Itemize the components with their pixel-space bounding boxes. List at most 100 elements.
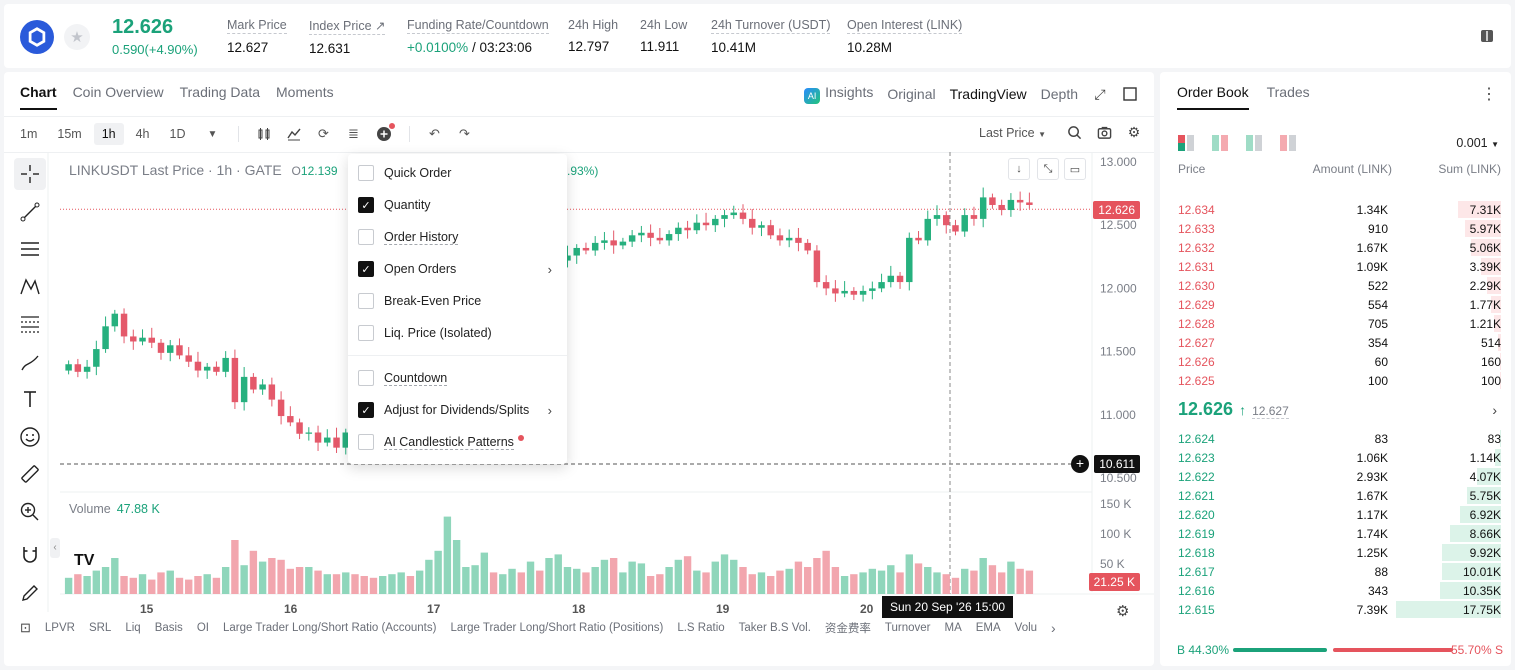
parallel-lines-tool-icon[interactable] [14,233,46,265]
more-vertical-icon[interactable]: ⋮ [1481,86,1497,103]
indicator-tab[interactable]: EMA [975,622,1001,634]
checkbox-checked-icon[interactable]: ✓ [358,402,374,418]
camera-icon[interactable] [1096,124,1112,140]
bid-row[interactable]: 12.615 7.39K 17.75K [1160,600,1511,619]
ask-row[interactable]: 12.627 354 514 [1160,333,1511,352]
indicator-tab[interactable]: Volu [1014,622,1038,634]
indicator-tab[interactable]: LPVR [44,622,75,634]
add-circle-icon[interactable] [375,123,395,143]
pencil-lock-tool-icon[interactable] [14,577,46,609]
both-sides-view-icon[interactable] [1178,135,1194,151]
pattern-tool-icon[interactable] [14,271,46,303]
checkbox-icon[interactable] [358,165,374,181]
brush-tool-icon[interactable] [14,346,46,378]
indicator-tab[interactable]: Large Trader Long/Short Ratio (Positions… [450,622,664,634]
stat-label[interactable]: Mark Price [227,18,287,34]
indicator-tab[interactable]: Turnover [884,622,931,634]
menu-item[interactable]: Liq. Price (Isolated) [358,322,558,344]
timeframe-15m[interactable]: 15m [57,127,82,141]
timeframe-1h[interactable]: 1h [93,123,124,145]
tab-moments[interactable]: Moments [276,84,334,100]
stat-label[interactable]: 24h Turnover (USDT) [711,18,831,34]
ask-row[interactable]: 12.633 910 5.97K [1160,219,1511,238]
checkbox-icon[interactable] [358,370,374,386]
chevron-right-icon[interactable]: › [1492,402,1497,418]
book-icon[interactable] [1479,28,1495,44]
indicator-tab[interactable]: Liq [125,622,141,634]
caret-down-icon[interactable]: ▼ [207,128,218,140]
tab-depth[interactable]: Depth [1040,86,1078,102]
menu-item[interactable]: Break-Even Price [358,290,558,312]
timeframe-1d[interactable]: 1D [169,127,186,141]
candle-type-icon[interactable] [255,125,273,143]
asks-only-view-icon[interactable] [1280,135,1296,151]
search-icon[interactable] [1066,124,1082,140]
collapse-toolbar-icon[interactable]: ‹ [50,538,60,558]
checkbox-icon[interactable] [358,325,374,341]
ask-row[interactable]: 12.625 100 100 [1160,371,1511,390]
tab-order-book[interactable]: Order Book [1177,84,1249,110]
magnet-tool-icon[interactable] [14,539,46,571]
bids-only-view-icon[interactable] [1246,135,1262,151]
redo-icon[interactable]: ↷ [459,126,470,141]
indicator-tab[interactable]: Taker B.S Vol. [738,622,811,634]
tab-trading-data[interactable]: Trading Data [179,84,261,100]
template-list-icon[interactable]: ≣ [348,126,359,141]
text-tool-icon[interactable] [14,383,46,415]
ask-row[interactable]: 12.634 1.34K 7.31K [1160,200,1511,219]
bid-row[interactable]: 12.624 83 83 [1160,429,1511,448]
stat-label[interactable]: Open Interest (LINK) [847,18,963,34]
stat-label[interactable]: Funding Rate/Countdown [407,18,549,34]
window-icon[interactable] [1122,86,1138,102]
bid-row[interactable]: 12.623 1.06K 1.14K [1160,448,1511,467]
timeframe-4h[interactable]: 4h [135,127,150,141]
chevron-right-icon[interactable]: › [1051,620,1056,636]
menu-item[interactable]: ✓ Adjust for Dividends/Splits › [358,399,558,421]
refresh-icon[interactable]: ⟳ [318,126,329,141]
lock-icon[interactable]: ⊡ [20,620,31,635]
gear-icon[interactable]: ⚙ [1127,123,1141,140]
bid-row[interactable]: 12.618 1.25K 9.92K [1160,543,1511,562]
indicator-tab[interactable]: Basis [154,622,183,634]
menu-item[interactable]: Countdown [358,367,558,389]
emoji-tool-icon[interactable] [14,421,46,453]
indicator-tab[interactable]: Large Trader Long/Short Ratio (Accounts) [222,622,437,634]
bids-asks-view-icon[interactable] [1212,135,1228,151]
tab-chart[interactable]: Chart [20,84,57,110]
stat-label[interactable]: Index Price ↗ [309,19,386,35]
indicator-tab[interactable]: 资金费率 [824,623,871,635]
precision-select[interactable]: 0.001 ▼ [1456,136,1499,150]
menu-item[interactable]: Quick Order [358,162,558,184]
chart-settings-icon[interactable]: ⚙ [1116,603,1130,620]
tab-insights[interactable]: AI Insights [804,84,873,104]
maximize-pane-icon[interactable]: ▭ [1064,158,1086,180]
checkbox-icon[interactable] [358,434,374,450]
tab-trades[interactable]: Trades [1266,84,1310,100]
add-order-plus-icon[interactable]: + [1071,455,1089,473]
checkbox-icon[interactable] [358,293,374,309]
trend-line-tool-icon[interactable] [14,196,46,228]
fib-tool-icon[interactable] [14,308,46,340]
ask-row[interactable]: 12.632 1.67K 5.06K [1160,238,1511,257]
fullscreen-icon[interactable]: ⤢ [1094,85,1106,102]
ruler-tool-icon[interactable] [14,458,46,490]
mark-price-value[interactable]: 12.627 [1252,404,1289,419]
indicator-tab[interactable]: SRL [88,622,112,634]
scroll-to-latest-icon[interactable]: ↓ [1008,158,1030,180]
bid-row[interactable]: 12.620 1.17K 6.92K [1160,505,1511,524]
menu-item[interactable]: Order History [358,226,558,248]
ask-row[interactable]: 12.629 554 1.77K [1160,295,1511,314]
indicators-icon[interactable] [285,125,303,143]
tab-coin-overview[interactable]: Coin Overview [72,84,164,100]
checkbox-checked-icon[interactable]: ✓ [358,261,374,277]
checkbox-checked-icon[interactable]: ✓ [358,197,374,213]
indicator-tab[interactable]: MA [944,622,962,634]
ask-row[interactable]: 12.630 522 2.29K [1160,276,1511,295]
ask-row[interactable]: 12.628 705 1.21K [1160,314,1511,333]
undo-icon[interactable]: ↶ [429,126,440,141]
menu-item[interactable]: ✓ Quantity [358,194,558,216]
bid-row[interactable]: 12.617 88 10.01K [1160,562,1511,581]
bid-row[interactable]: 12.622 2.93K 4.07K [1160,467,1511,486]
crosshair-tool-icon[interactable] [14,158,46,190]
bid-row[interactable]: 12.619 1.74K 8.66K [1160,524,1511,543]
